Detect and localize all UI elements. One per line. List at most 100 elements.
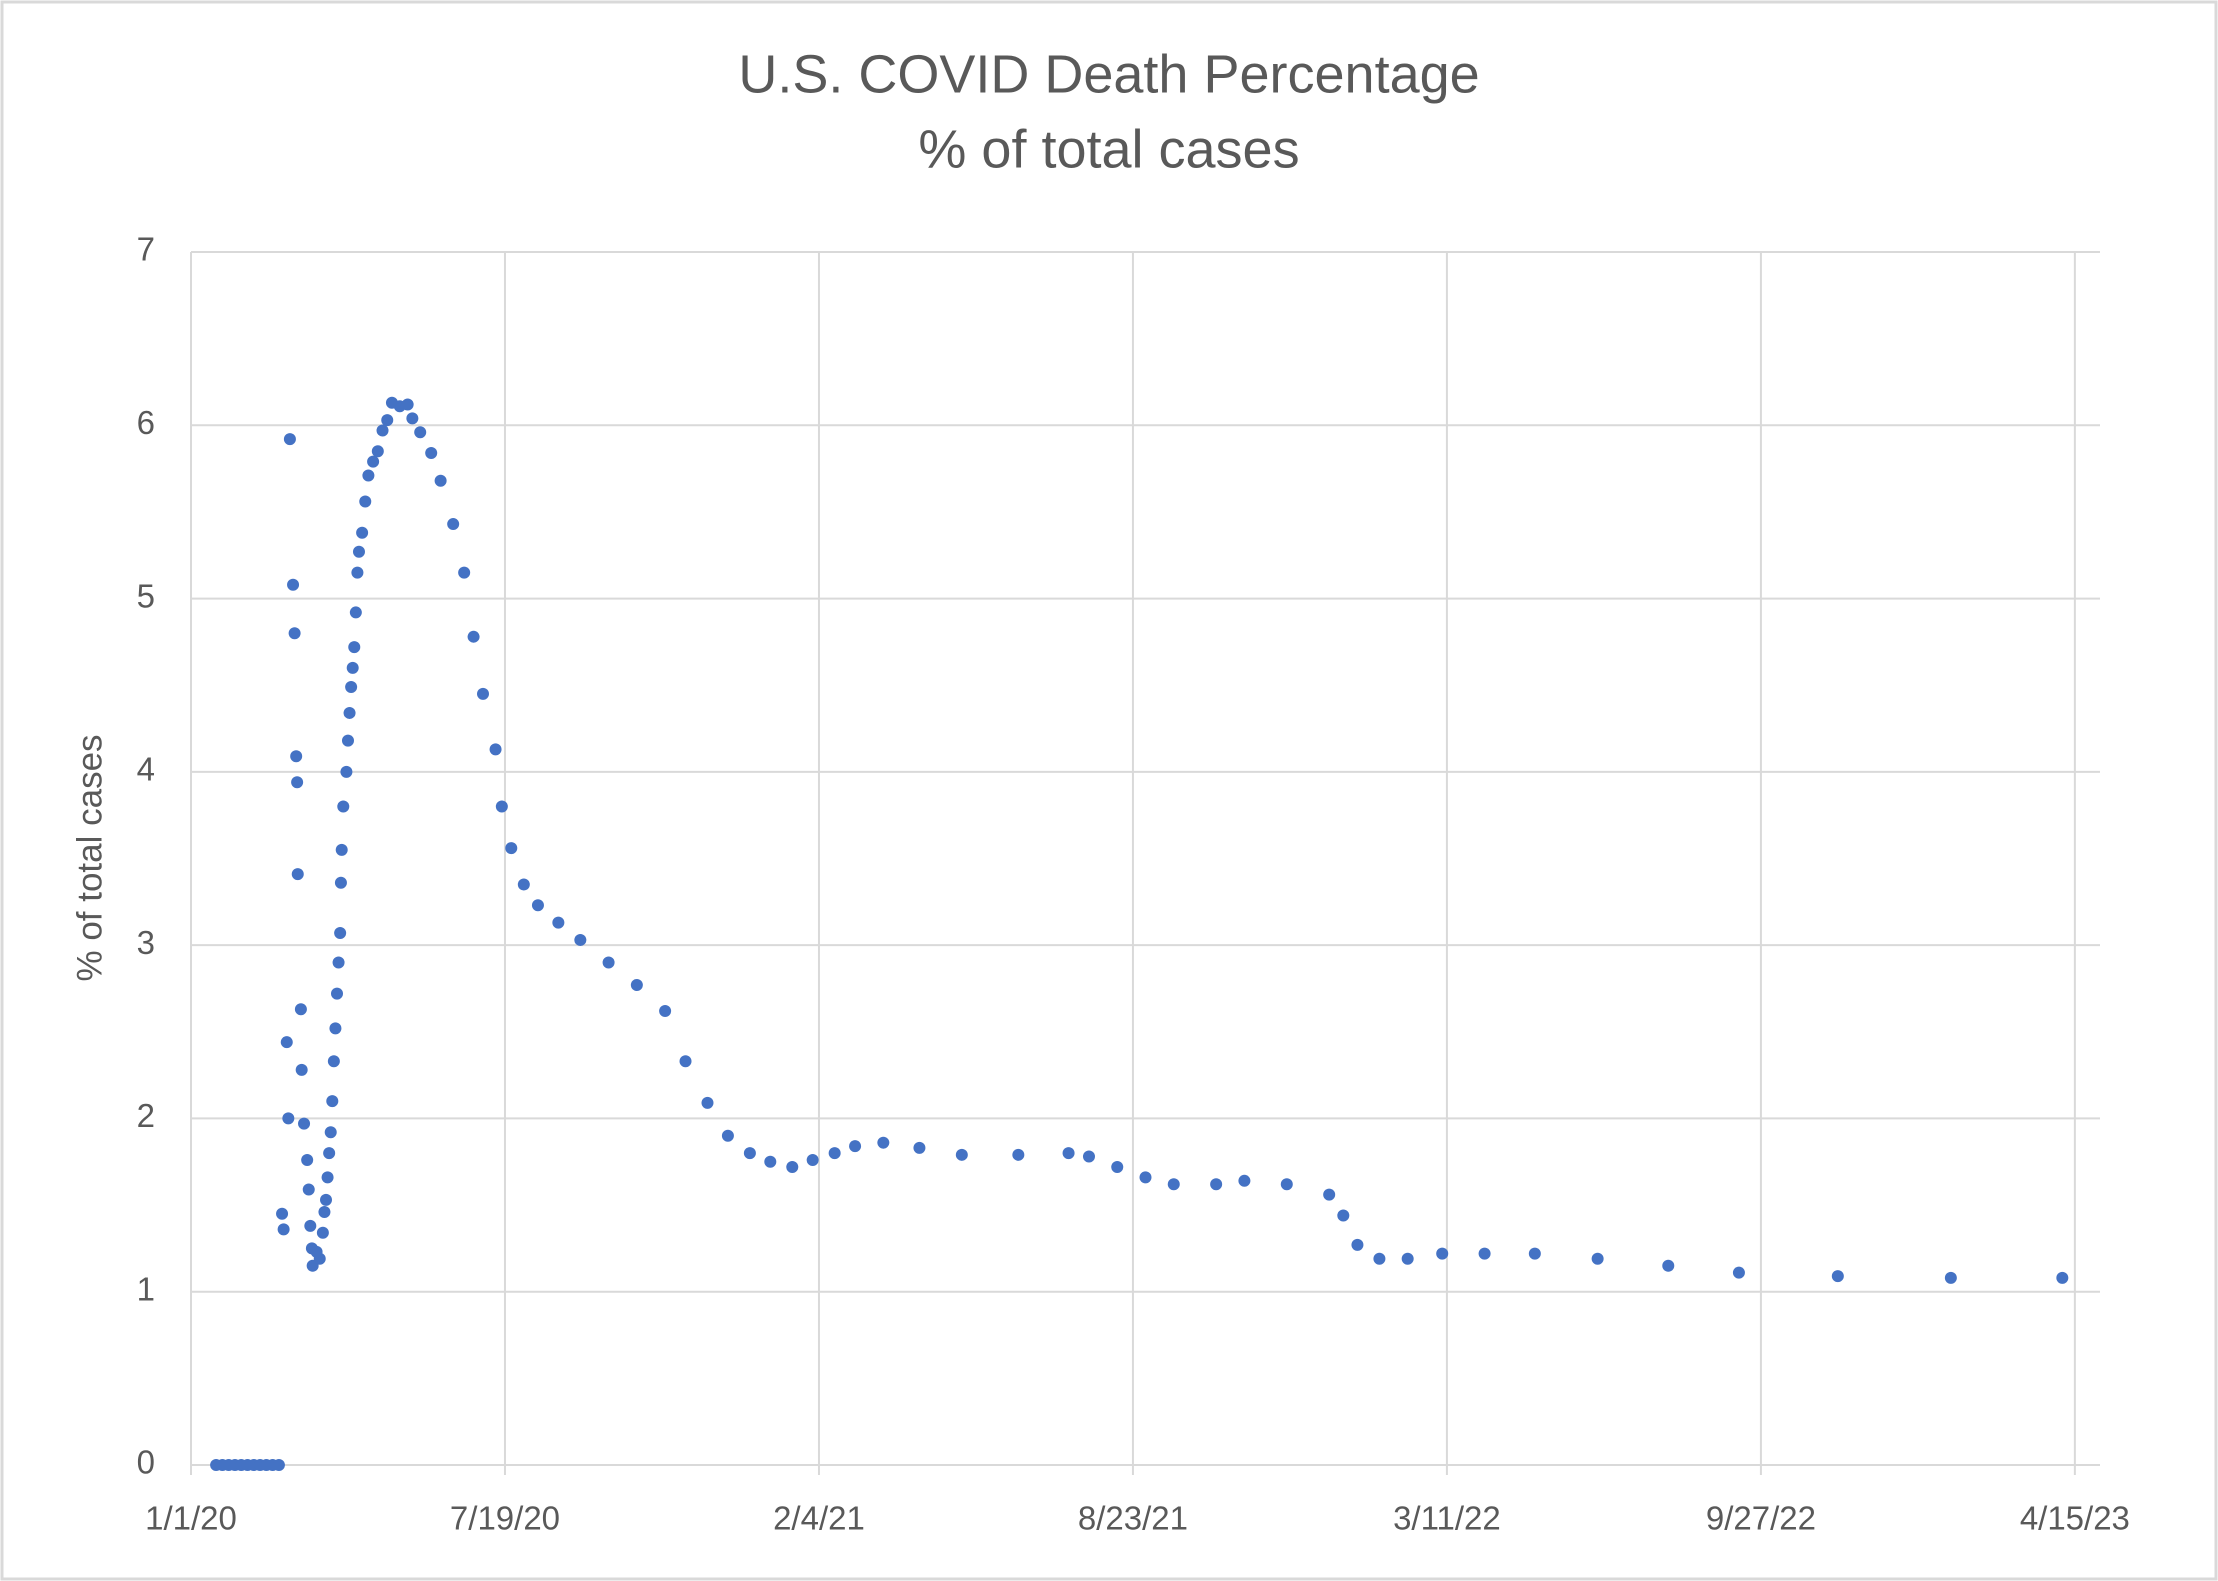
- data-point: [1167, 1178, 1180, 1191]
- data-point: [679, 1055, 692, 1068]
- data-point: [425, 447, 438, 460]
- data-point: [277, 1223, 290, 1236]
- data-point: [955, 1148, 968, 1161]
- x-tick-label: 8/23/21: [1078, 1500, 1188, 1537]
- x-tick-label: 3/11/22: [1393, 1500, 1501, 1537]
- data-point: [352, 545, 365, 558]
- data-point: [531, 899, 544, 912]
- data-point: [1944, 1271, 1957, 1284]
- data-point: [341, 734, 354, 747]
- data-point: [630, 978, 643, 991]
- data-point: [282, 1112, 295, 1125]
- data-point: [337, 800, 350, 813]
- data-point: [334, 876, 347, 889]
- data-point: [356, 526, 369, 539]
- x-tick-label: 9/27/22: [1706, 1500, 1816, 1537]
- data-point: [324, 1126, 337, 1139]
- data-point: [1662, 1259, 1675, 1272]
- y-tick-label: 5: [137, 577, 155, 614]
- data-point: [1337, 1209, 1350, 1222]
- data-point: [764, 1155, 777, 1168]
- y-tick-label: 4: [137, 751, 155, 788]
- x-tick-label: 2/4/21: [773, 1500, 865, 1537]
- data-point: [335, 843, 348, 856]
- data-point: [348, 641, 361, 654]
- data-point: [290, 750, 303, 763]
- data-point: [1591, 1252, 1604, 1265]
- data-point: [313, 1252, 326, 1265]
- chart-title: U.S. COVID Death Percentage: [738, 44, 1479, 104]
- data-point: [329, 1022, 342, 1035]
- data-point: [414, 426, 427, 439]
- data-point: [332, 956, 345, 969]
- data-point: [301, 1154, 314, 1167]
- y-tick-label: 0: [137, 1444, 155, 1481]
- data-point: [1238, 1174, 1251, 1187]
- data-point: [1323, 1188, 1336, 1201]
- data-point: [458, 566, 471, 579]
- data-point: [318, 1206, 331, 1219]
- data-point: [1732, 1266, 1745, 1279]
- data-point: [806, 1154, 819, 1167]
- y-tick-label: 7: [137, 231, 155, 268]
- data-point: [1280, 1178, 1293, 1191]
- data-point: [349, 606, 362, 619]
- data-point: [351, 566, 364, 579]
- data-point: [1351, 1238, 1364, 1251]
- data-point: [287, 578, 300, 591]
- chart-subtitle: % of total cases: [918, 119, 1299, 179]
- data-point: [401, 398, 414, 411]
- data-point: [721, 1129, 734, 1142]
- data-point: [291, 776, 304, 789]
- data-point: [1831, 1270, 1844, 1283]
- data-point: [1012, 1148, 1025, 1161]
- data-point: [517, 878, 530, 891]
- data-point: [343, 706, 356, 719]
- data-point: [913, 1141, 926, 1154]
- data-point: [381, 414, 394, 427]
- data-point: [346, 661, 359, 674]
- data-point: [323, 1147, 336, 1160]
- data-point: [272, 1459, 285, 1471]
- y-tick-label: 1: [137, 1270, 155, 1307]
- data-point: [659, 1004, 672, 1017]
- data-point: [302, 1183, 315, 1196]
- data-point: [1373, 1252, 1386, 1265]
- data-point: [406, 412, 419, 425]
- data-point: [334, 927, 347, 940]
- data-point: [2056, 1271, 2069, 1284]
- data-point: [326, 1095, 339, 1108]
- data-point: [877, 1136, 890, 1149]
- data-point: [701, 1096, 714, 1109]
- data-point: [1139, 1171, 1152, 1184]
- data-point: [505, 842, 518, 855]
- data-point: [1062, 1147, 1075, 1160]
- data-point: [345, 680, 358, 693]
- data-point: [489, 743, 502, 756]
- data-point: [298, 1117, 311, 1130]
- data-point: [376, 424, 389, 437]
- data-point: [294, 1003, 307, 1016]
- data-point: [1528, 1247, 1541, 1260]
- y-tick-label: 2: [137, 1097, 155, 1134]
- data-point: [602, 956, 615, 969]
- data-point: [283, 433, 296, 446]
- data-point: [1111, 1160, 1124, 1173]
- data-point: [288, 627, 301, 640]
- data-point: [447, 518, 460, 531]
- data-point: [367, 455, 380, 468]
- data-point: [276, 1207, 289, 1220]
- x-tick-label: 7/19/20: [450, 1500, 560, 1537]
- data-point: [574, 933, 587, 946]
- y-axis-title: % of total cases: [70, 734, 109, 981]
- data-point: [828, 1147, 841, 1160]
- data-point: [359, 495, 372, 508]
- data-point: [477, 687, 490, 700]
- data-point: [1436, 1247, 1449, 1260]
- data-point: [743, 1147, 756, 1160]
- data-point: [295, 1063, 308, 1076]
- x-tick-label: 4/15/23: [2020, 1500, 2130, 1537]
